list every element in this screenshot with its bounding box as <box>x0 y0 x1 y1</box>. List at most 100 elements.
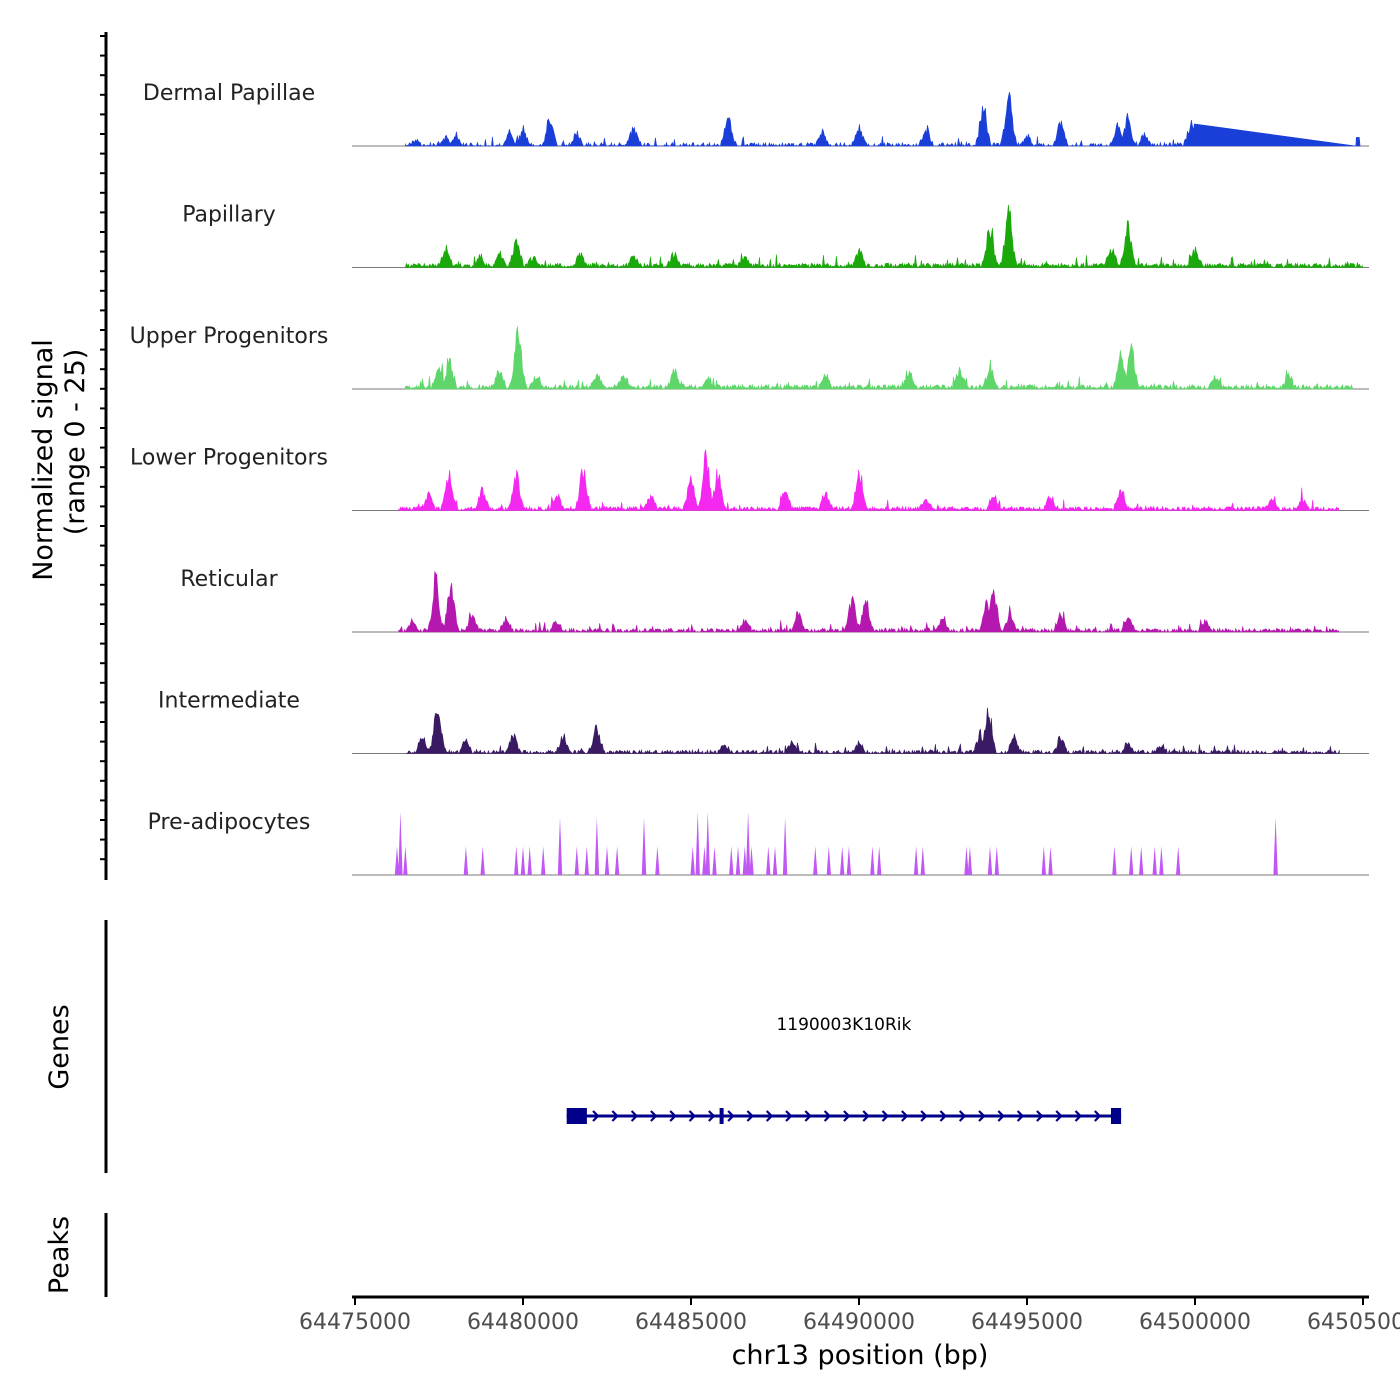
signal-spike <box>557 817 563 875</box>
signal-spike <box>1273 817 1278 875</box>
coverage-tracks: Dermal Papillae Papillary Upper Progenitor… <box>130 81 1369 876</box>
signal-spike <box>574 846 579 875</box>
signal-spike <box>1159 846 1164 875</box>
track-label: Dermal Papillae <box>143 81 315 106</box>
strand-arrow <box>920 1110 928 1122</box>
strand-arrow <box>997 1110 1005 1122</box>
strand-arrow <box>939 1110 947 1122</box>
x-axis-ticks: 64475000 64480000 64485000 64490000 64495000… <box>299 1297 1400 1335</box>
strand-arrow <box>881 1110 890 1122</box>
signal-spike <box>594 817 600 875</box>
strand-arrow <box>862 1110 870 1122</box>
signal-spike <box>840 846 845 875</box>
y-axis-title: Normalized signal <box>28 339 59 581</box>
signal-spike <box>877 846 882 875</box>
strand-arrow <box>765 1110 774 1122</box>
gene-exon <box>566 1108 587 1124</box>
signal-spike <box>527 846 532 875</box>
signal-spike <box>735 846 741 875</box>
strand-arrow <box>804 1110 812 1122</box>
strand-arrow <box>746 1110 754 1122</box>
signal-spike <box>398 811 403 875</box>
signal-area <box>405 92 1361 148</box>
track-label: Upper Progenitors <box>130 324 329 349</box>
strand-arrow <box>669 1110 677 1122</box>
strand-arrow <box>1055 1110 1063 1122</box>
strand-arrow <box>688 1110 697 1122</box>
gene-label: 1190003K10Rik <box>776 1015 911 1035</box>
signal-spike <box>782 817 788 875</box>
signal-spike <box>702 846 707 875</box>
signal-spike <box>967 846 973 875</box>
strand-arrow <box>901 1110 909 1122</box>
signal-spike <box>655 846 660 875</box>
signal-spike <box>745 811 751 875</box>
signal-spike <box>964 846 969 875</box>
track-reticular: Reticular <box>180 567 1369 634</box>
x-axis-title: chr13 position (bp) <box>732 1340 989 1371</box>
signal-spike <box>920 846 925 875</box>
strand-arrow <box>592 1110 600 1122</box>
signal-spike <box>604 846 610 875</box>
x-tick-label: 64475000 <box>299 1310 411 1335</box>
track-lower-progenitors: Lower Progenitors <box>130 446 1369 512</box>
signal-area <box>405 326 1353 391</box>
signal-spike <box>813 846 818 875</box>
signal-spike <box>695 811 700 875</box>
x-tick-label: 64485000 <box>635 1310 747 1335</box>
strand-arrow <box>727 1110 735 1122</box>
track-label: Lower Progenitors <box>130 446 328 471</box>
y-axis-subtitle: (range 0 - 25) <box>60 349 91 536</box>
strand-arrow <box>1036 1110 1044 1122</box>
signal-spike <box>514 846 519 875</box>
track-papillary: Papillary <box>182 203 1369 269</box>
signal-spike <box>480 846 485 875</box>
x-tick-label: 64495000 <box>971 1310 1083 1335</box>
signal-spike <box>826 846 831 875</box>
signal-spike <box>705 811 710 875</box>
signal-spike <box>394 846 400 875</box>
signal-spike <box>403 846 408 875</box>
signal-spike <box>690 846 695 875</box>
signal-spike <box>749 846 754 875</box>
peaks-track-title: Peaks <box>44 1216 75 1294</box>
signal-spike <box>1112 846 1117 875</box>
gene-exon <box>1111 1108 1122 1124</box>
signal-spike <box>520 846 526 875</box>
track-dermal-papillae: Dermal Papillae <box>143 81 1369 148</box>
gene-exon <box>719 1108 724 1124</box>
signal-spike <box>1048 846 1053 875</box>
strand-arrow <box>1074 1110 1083 1122</box>
signal-spike <box>870 846 875 875</box>
signal-spike <box>712 846 717 875</box>
strand-arrow <box>1016 1110 1025 1122</box>
signal-spike <box>1176 846 1181 875</box>
signal-spike <box>584 846 589 875</box>
signal-spike <box>541 846 546 875</box>
strand-arrow <box>958 1110 967 1122</box>
signal-area <box>398 571 1339 634</box>
strand-arrow <box>611 1110 619 1122</box>
signal-spike <box>913 846 919 875</box>
track-label: Reticular <box>180 567 278 592</box>
strand-arrow <box>1094 1110 1102 1122</box>
strand-arrow <box>978 1110 986 1122</box>
signal-spike <box>772 846 778 875</box>
track-upper-progenitors: Upper Progenitors <box>130 324 1369 391</box>
signal-spike <box>987 846 993 875</box>
strand-arrow <box>650 1110 658 1122</box>
x-tick-label: 64490000 <box>803 1310 915 1335</box>
x-tick-label: 64480000 <box>467 1310 579 1335</box>
signal-spike <box>846 846 852 875</box>
signal-spike <box>641 817 647 875</box>
track-intermediate: Intermediate <box>158 689 1369 755</box>
signal-spike <box>1129 846 1134 875</box>
strand-arrow <box>708 1110 716 1122</box>
signal-area <box>398 449 1339 512</box>
signal-spike <box>1139 846 1144 875</box>
signal-spike <box>614 846 620 875</box>
signal-spike <box>729 846 734 875</box>
signal-spike <box>1041 846 1046 875</box>
signal-spike <box>994 846 999 875</box>
